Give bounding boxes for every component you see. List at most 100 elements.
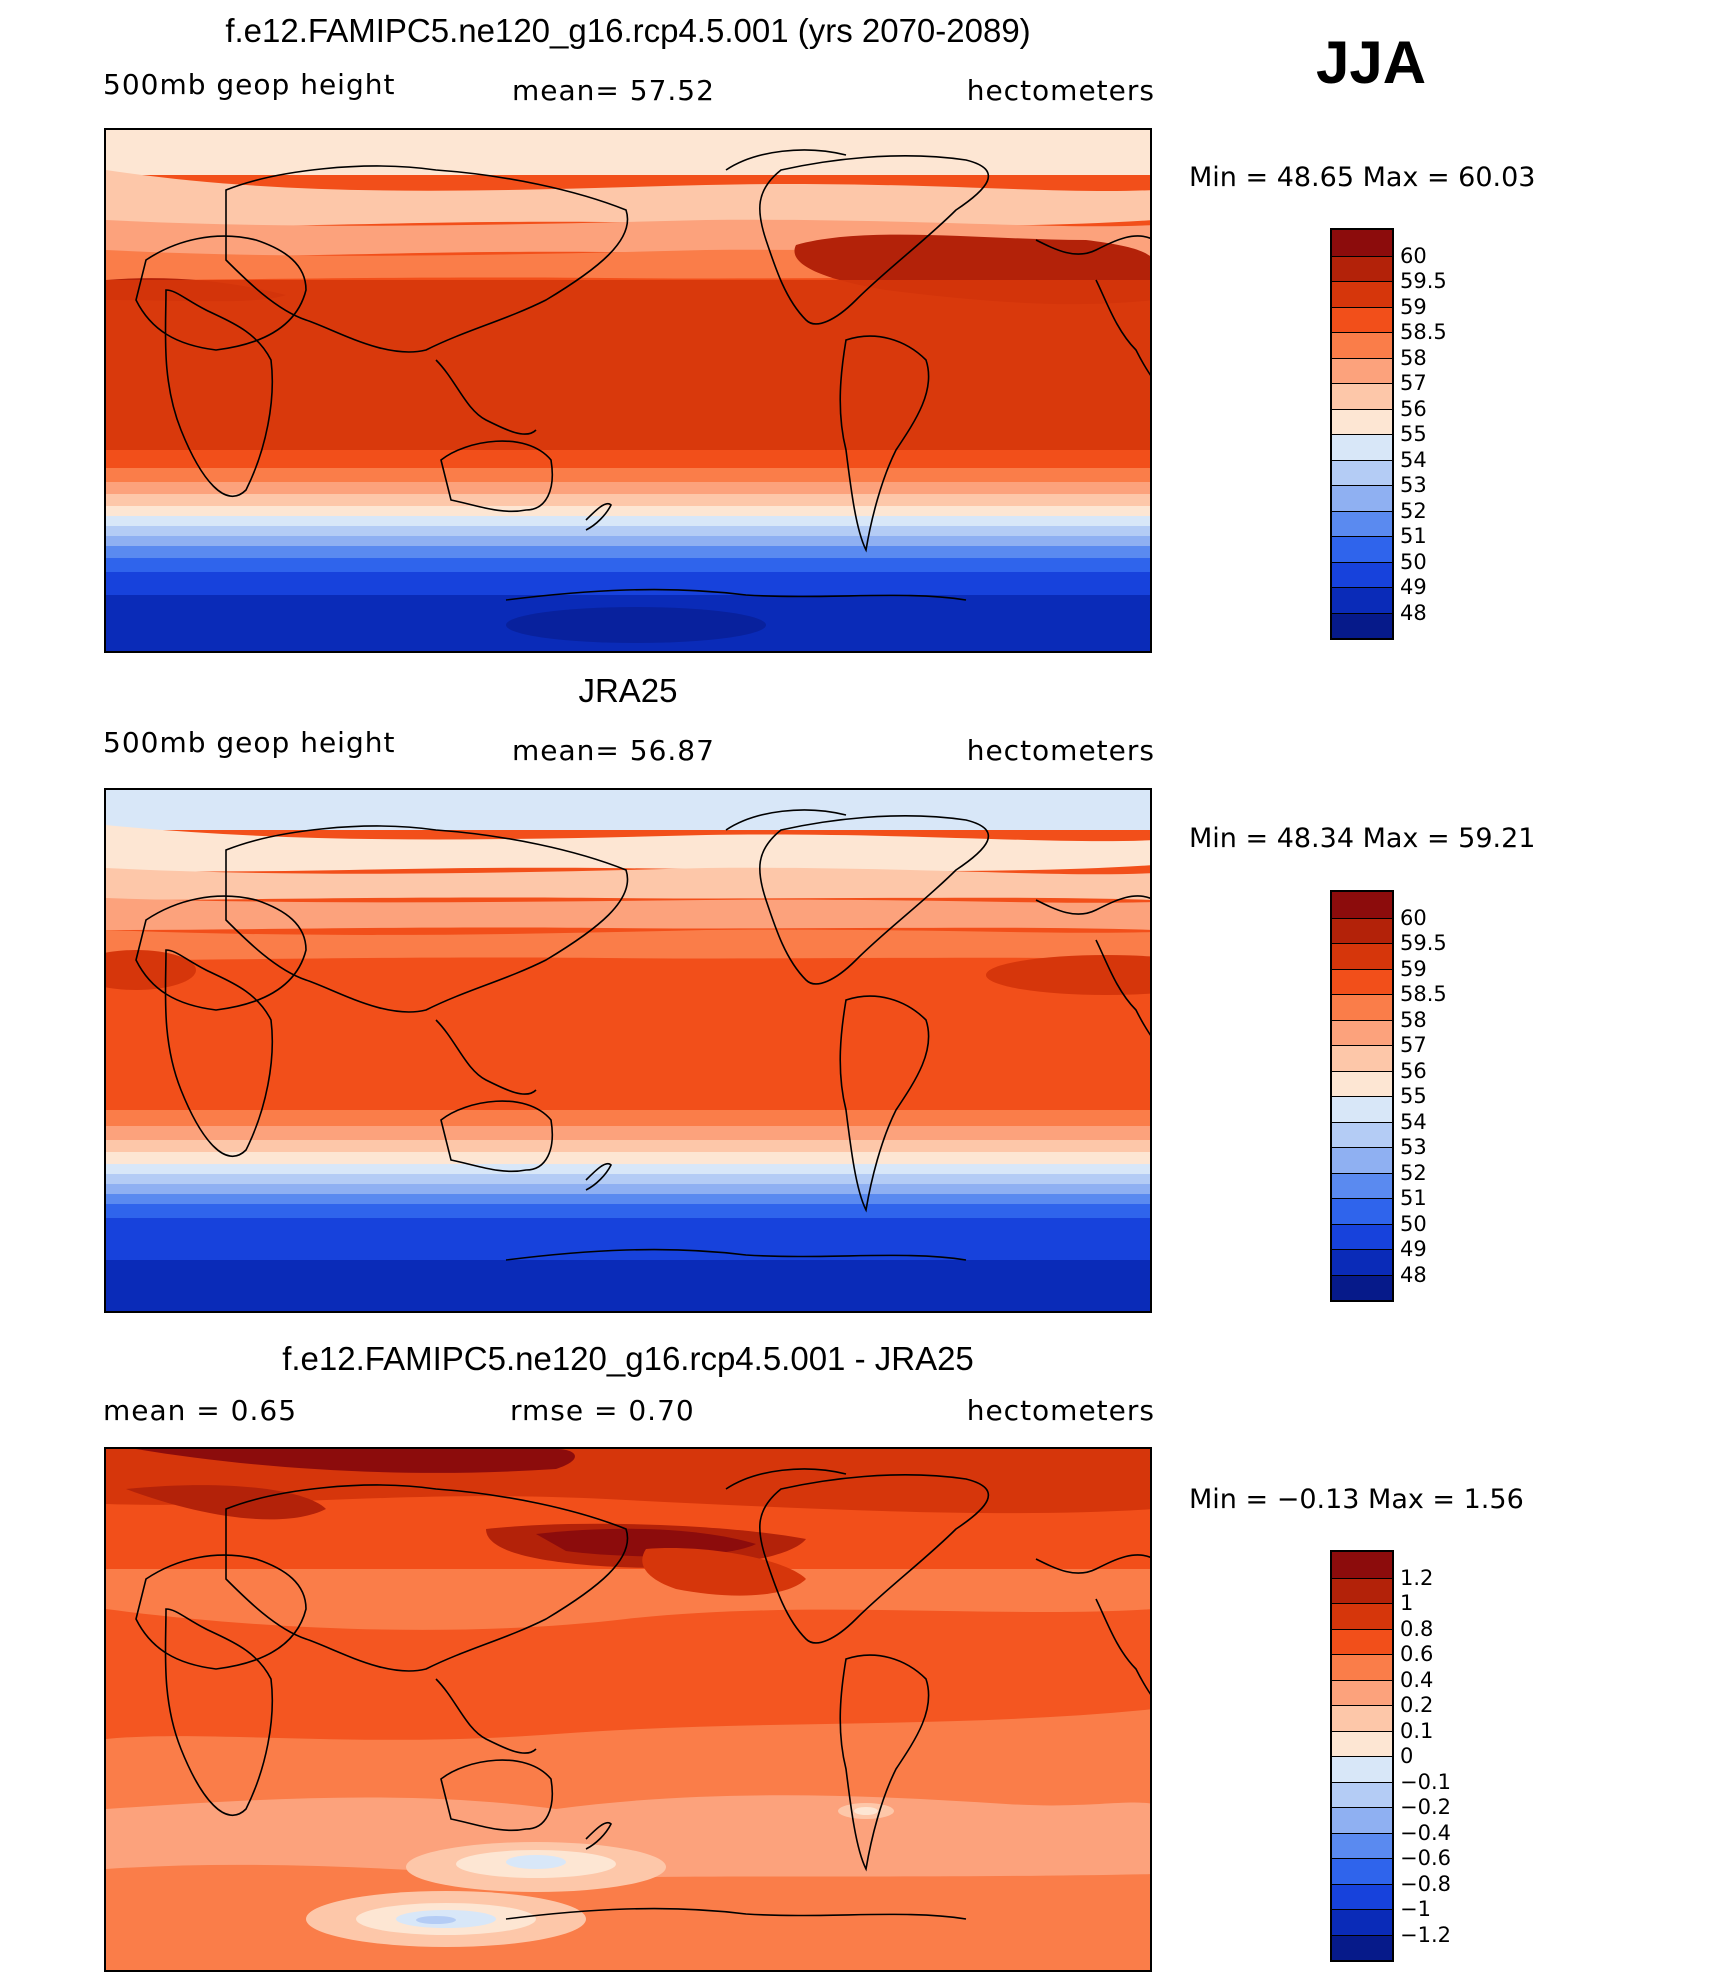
colorbar-swatch [1332,1858,1392,1884]
colorbar-tick-label: 52 [1400,498,1427,523]
colorbar-swatch [1332,1730,1392,1756]
panel-3-colorbar: 1.2 1 0.8 0.6 0.4 0.2 0.1 0 −0.1 −0.2 −0.4 −0.6 −0.8… [1330,1550,1451,1962]
colorbar-tick-label: 1 [1400,1591,1414,1615]
colorbar-tick-label: 0.8 [1400,1616,1434,1641]
colorbar-swatch [1332,230,1392,256]
colorbar-tick-label: 49 [1400,575,1427,599]
colorbar-tick-label: 51 [1400,1186,1427,1210]
colorbar-tick-label: 48 [1400,600,1427,625]
colorbar-tick-label: −0.4 [1400,1820,1451,1845]
colorbar-tick-label: 0.6 [1400,1642,1434,1666]
colorbar-swatch [1332,892,1392,918]
panel-2-map-svg [106,790,1150,1311]
colorbar-tick-label: 58.5 [1400,982,1447,1006]
colorbar-swatch [1332,1019,1392,1045]
colorbar-tick-label: −0.8 [1400,1871,1451,1896]
colorbar-swatch [1332,434,1392,460]
colorbar-tick-label: 58 [1400,345,1427,370]
colorbar-tick-label: 50 [1400,1211,1427,1236]
colorbar-swatch [1332,357,1392,383]
colorbar-tick-label: 0.2 [1400,1693,1434,1717]
colorbar-swatch [1332,917,1392,943]
colorbar-tick-label: −1 [1400,1897,1431,1921]
colorbar-tick-label: 53 [1400,1135,1427,1159]
colorbar-swatch [1332,1223,1392,1249]
panel-1-title: f.e12.FAMIPC5.ne120_g16.rcp4.5.001 (yrs … [225,12,1031,49]
panel-2-colorbar-box [1330,890,1394,1302]
colorbar-tick-label: 55 [1400,1084,1427,1108]
colorbar-tick-label: 56 [1400,1058,1427,1083]
colorbar-swatch [1332,1096,1392,1122]
colorbar-tick-label: 58 [1400,1007,1427,1032]
panel-3-units-label: hectometers [966,1394,1155,1427]
colorbar-tick-label: 53 [1400,473,1427,497]
season-label: JJA [1316,29,1427,96]
panel-2-colorbar: 60 59.5 59 58.5 58 57 56 55 54 53 52 51 50 49 48 [1330,890,1447,1302]
colorbar-swatch [1332,1070,1392,1096]
colorbar-swatch [1332,561,1392,587]
panel-2-map [104,788,1152,1313]
colorbar-tick-label: 50 [1400,549,1427,574]
colorbar-tick-label: 58.5 [1400,320,1447,344]
colorbar-tick-label: 59 [1400,294,1427,319]
colorbar-swatch [1332,1679,1392,1705]
panel-3-min-max: Min = −0.13 Max = 1.56 [1189,1484,1524,1515]
colorbar-tick-label: 54 [1400,1109,1427,1134]
colorbar-tick-label: 52 [1400,1160,1427,1185]
colorbar-swatch [1332,1883,1392,1909]
colorbar-swatch [1332,1274,1392,1300]
colorbar-tick-label: 60 [1400,905,1427,930]
colorbar-swatch [1332,408,1392,434]
colorbar-tick-label: 0 [1400,1744,1414,1768]
panel-2-left-label: 500mb geop height [103,726,396,759]
colorbar-swatch [1332,1628,1392,1654]
colorbar-tick-label: 1.2 [1400,1565,1434,1590]
panel-1-left-label: 500mb geop height [103,68,396,101]
colorbar-tick-label: 59.5 [1400,931,1447,955]
colorbar-swatch [1332,1121,1392,1147]
colorbar-swatch [1332,383,1392,409]
colorbar-swatch [1332,1654,1392,1680]
colorbar-swatch [1332,485,1392,511]
colorbar-swatch [1332,1172,1392,1198]
colorbar-tick-label: 55 [1400,422,1427,446]
panel-3-map [104,1447,1152,1972]
panel-1-colorbar: 60 59.5 59 58.5 58 57 56 55 54 53 52 51 50 49 48 [1330,228,1447,640]
colorbar-tick-label: 49 [1400,1237,1427,1261]
colorbar-swatch [1332,612,1392,638]
colorbar-tick-label: 54 [1400,447,1427,472]
colorbar-swatch [1332,1909,1392,1935]
colorbar-swatch [1332,1807,1392,1833]
panel-1-colorbar-box [1330,228,1394,640]
colorbar-tick-label: −0.2 [1400,1795,1451,1819]
panel-3-map-svg [106,1449,1150,1970]
panel-2-title: JRA25 [578,672,678,709]
colorbar-tick-label: 57 [1400,371,1427,395]
panel-1-min-max: Min = 48.65 Max = 60.03 [1189,162,1536,193]
colorbar-swatch [1332,1934,1392,1960]
colorbar-swatch [1332,332,1392,358]
colorbar-tick-label: 57 [1400,1033,1427,1057]
colorbar-swatch [1332,536,1392,562]
colorbar-tick-label: 0.1 [1400,1718,1434,1743]
colorbar-swatch [1332,1781,1392,1807]
colorbar-tick-label: −0.6 [1400,1846,1451,1870]
colorbar-tick-label: 51 [1400,524,1427,548]
colorbar-swatch [1332,459,1392,485]
colorbar-swatch [1332,587,1392,613]
colorbar-swatch [1332,1249,1392,1275]
colorbar-swatch [1332,943,1392,969]
colorbar-swatch [1332,994,1392,1020]
panel-3-mean-label: mean = 0.65 [103,1394,298,1427]
colorbar-tick-label: 60 [1400,243,1427,268]
colorbar-tick-label: −0.1 [1400,1769,1451,1794]
colorbar-swatch [1332,1552,1392,1578]
colorbar-swatch [1332,1603,1392,1629]
panel-2-units-label: hectometers [966,734,1155,767]
colorbar-swatch [1332,510,1392,536]
colorbar-swatch [1332,968,1392,994]
panel-3-title: f.e12.FAMIPC5.ne120_g16.rcp4.5.001 - JRA… [282,1340,974,1377]
colorbar-swatch [1332,281,1392,307]
colorbar-swatch [1332,1147,1392,1173]
panel-3-rmse-label: rmse = 0.70 [510,1394,695,1427]
